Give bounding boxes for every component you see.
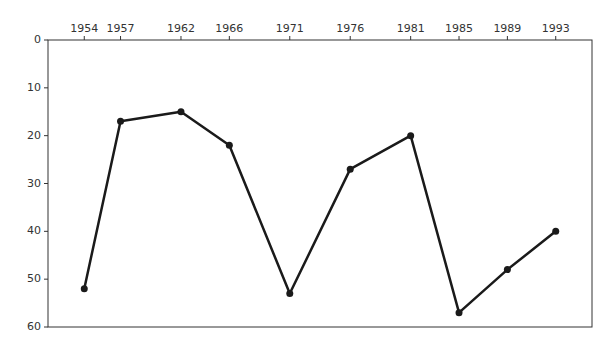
y-tick-label: 0 xyxy=(34,33,41,46)
plot-frame xyxy=(48,40,592,327)
x-tick-label: 1971 xyxy=(276,22,304,35)
y-tick-label: 30 xyxy=(27,177,41,190)
y-tick-label: 50 xyxy=(27,272,41,285)
y-tick xyxy=(44,183,48,184)
x-tick-label: 1957 xyxy=(107,22,135,35)
point xyxy=(177,108,184,115)
x-tick xyxy=(84,36,85,40)
point xyxy=(347,166,354,173)
point xyxy=(407,132,414,139)
x-tick xyxy=(180,36,181,40)
x-tick xyxy=(229,36,230,40)
x-tick-label: 1976 xyxy=(336,22,364,35)
line xyxy=(84,112,555,313)
y-tick xyxy=(44,231,48,232)
x-tick xyxy=(410,36,411,40)
x-tick-label: 1954 xyxy=(70,22,98,35)
x-tick-label: 1966 xyxy=(215,22,243,35)
x-tick-label: 1981 xyxy=(397,22,425,35)
y-tick-label: 40 xyxy=(27,224,41,237)
x-tick xyxy=(555,36,556,40)
x-tick-label: 1985 xyxy=(445,22,473,35)
point xyxy=(81,285,88,292)
x-tick-label: 1993 xyxy=(542,22,570,35)
x-tick xyxy=(120,36,121,40)
point xyxy=(504,266,511,273)
y-tick xyxy=(44,135,48,136)
point xyxy=(117,118,124,125)
x-tick-label: 1962 xyxy=(167,22,195,35)
plot-area xyxy=(81,108,559,316)
x-tick-label: 1989 xyxy=(493,22,521,35)
y-tick xyxy=(44,279,48,280)
y-tick-label: 60 xyxy=(27,320,41,333)
point xyxy=(552,228,559,235)
point xyxy=(286,290,293,297)
x-tick xyxy=(289,36,290,40)
y-tick-label: 20 xyxy=(27,129,41,142)
point xyxy=(226,142,233,149)
y-tick xyxy=(44,87,48,88)
y-tick xyxy=(44,40,48,41)
y-tick xyxy=(44,327,48,328)
x-tick xyxy=(507,36,508,40)
y-tick-label: 10 xyxy=(27,81,41,94)
x-tick xyxy=(350,36,351,40)
x-tick xyxy=(459,36,460,40)
point xyxy=(456,309,463,316)
chart: 1954 1957 1962 1966 1971 1976 1981 1985 1989 1993… xyxy=(0,0,608,343)
